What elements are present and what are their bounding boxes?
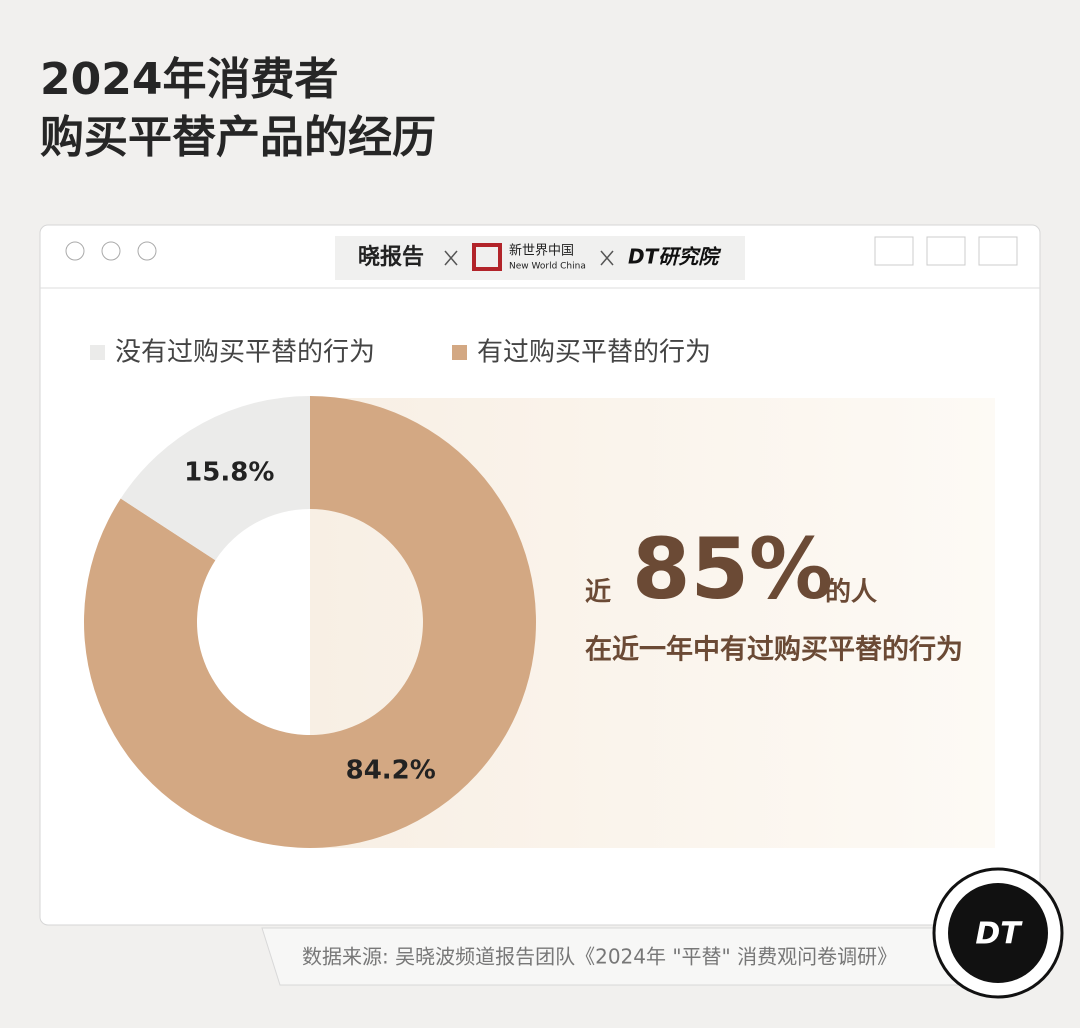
annotation: 的人 [825,577,877,608]
logo-box [335,236,745,280]
source: 数据来源: 吴晓波频道报告团队《2024年 "平替" 消费观问卷调研》 [302,945,897,969]
window-icon [978,236,1018,266]
badge-text: DT [975,917,1023,952]
logo: New World China [509,262,586,272]
pie-slice [84,396,537,849]
badge [948,883,1048,983]
legend-swatch [90,345,105,360]
value-label: 15.8% [184,457,274,487]
window-button [101,241,121,261]
annotation: 在近一年中有过购买平替的行为 [585,634,963,666]
annotation-highlight: 85% [632,520,833,618]
window-button [137,241,157,261]
annotation: 近 [585,578,611,608]
logo: 新世界中国 [509,243,574,259]
logo: DT研究院 [628,245,722,269]
legend-label: 没有过购买平替的行为 [115,338,375,368]
logo-mark [472,243,502,271]
legend-label: 有过购买平替的行为 [477,338,711,368]
title-line: 购买平替产品的经历 [40,112,436,163]
pie-slice [120,396,311,561]
chart: 没有过购买平替的行为 有过购买平替的行为 84.2% 15.8% 近 85%的人在近一年中… [84,338,963,849]
legend-swatch [452,345,467,360]
window-icon [874,236,914,266]
separator [444,250,614,266]
title-line: 2024年消费者 [40,54,338,105]
window-button [65,241,85,261]
logo: 晓报告 [358,245,424,270]
value-label: 84.2% [346,756,436,786]
window-icon [926,236,966,266]
